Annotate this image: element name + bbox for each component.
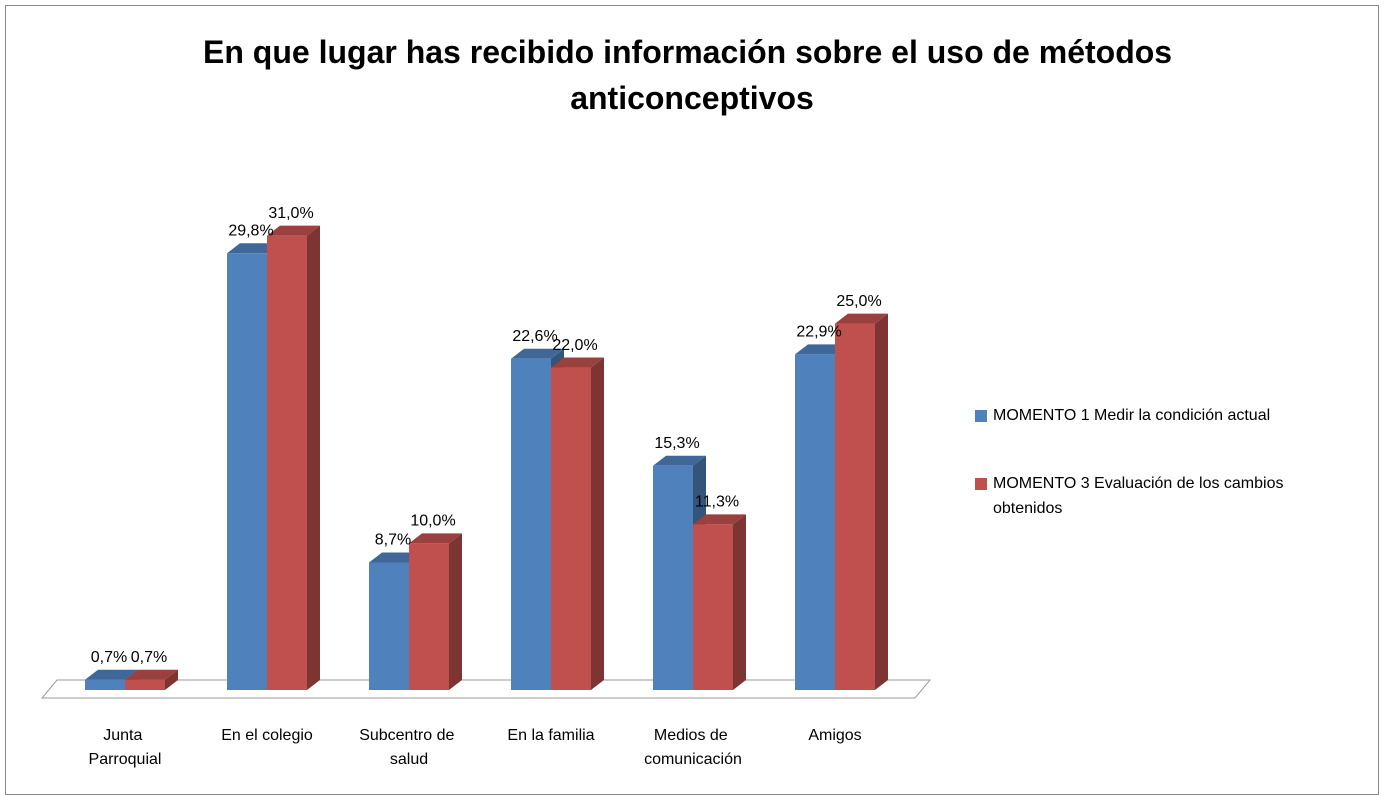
bar-top bbox=[227, 243, 280, 254]
bar-top bbox=[511, 348, 564, 359]
data-label: 8,7% bbox=[375, 532, 411, 549]
data-label: 15,3% bbox=[654, 435, 699, 452]
x-tick-label: Junta Parroquial bbox=[89, 727, 162, 768]
legend-swatch bbox=[975, 410, 987, 422]
bar-top bbox=[693, 514, 746, 525]
bar bbox=[511, 358, 551, 690]
bar bbox=[835, 323, 875, 690]
data-label: 31,0% bbox=[268, 205, 313, 222]
bar-top bbox=[85, 669, 138, 680]
bar bbox=[795, 354, 835, 690]
bar-top bbox=[125, 669, 178, 680]
bar bbox=[653, 465, 693, 690]
bar-top bbox=[267, 225, 320, 236]
bar-top bbox=[369, 552, 422, 563]
bar bbox=[125, 679, 165, 690]
bar-top bbox=[551, 357, 604, 368]
bar-side bbox=[165, 669, 178, 690]
bar bbox=[227, 253, 267, 690]
bar bbox=[693, 524, 733, 690]
data-label: 22,6% bbox=[512, 328, 557, 345]
bar-side bbox=[307, 225, 320, 690]
x-tick-label: En la familia bbox=[507, 727, 594, 744]
data-label: 0,7% bbox=[91, 649, 127, 666]
x-tick-label: Medios de comunicación bbox=[644, 727, 742, 768]
legend-label: MOMENTO 3 Evaluación de los cambios obte… bbox=[993, 475, 1288, 517]
bar bbox=[551, 367, 591, 690]
legend-label: MOMENTO 1 Medir la condición actual bbox=[993, 407, 1270, 424]
bar bbox=[85, 679, 125, 690]
data-label: 0,7% bbox=[131, 649, 167, 666]
legend-swatch bbox=[975, 478, 987, 490]
bar-top bbox=[409, 533, 462, 544]
chart-title: En que lugar has recibido información so… bbox=[203, 34, 1181, 116]
bar-top bbox=[653, 455, 706, 466]
bar-side bbox=[591, 357, 604, 690]
data-label: 10,0% bbox=[410, 513, 455, 530]
data-label: 25,0% bbox=[836, 293, 881, 310]
data-label: 11,3% bbox=[695, 494, 739, 511]
bar-top bbox=[795, 344, 848, 355]
bar bbox=[369, 562, 409, 690]
x-tick-label: Amigos bbox=[808, 727, 861, 744]
bar-side bbox=[875, 313, 888, 690]
data-label: 22,9% bbox=[796, 324, 841, 341]
data-label: 29,8% bbox=[228, 222, 273, 239]
x-tick-label: En el colegio bbox=[221, 727, 313, 744]
bar-side bbox=[449, 533, 462, 690]
bar-side bbox=[733, 514, 746, 690]
bar bbox=[267, 235, 307, 690]
data-label: 22,0% bbox=[552, 337, 597, 354]
bar bbox=[409, 543, 449, 690]
bar-top bbox=[835, 313, 888, 324]
x-tick-label: Subcentro de salud bbox=[359, 727, 459, 768]
